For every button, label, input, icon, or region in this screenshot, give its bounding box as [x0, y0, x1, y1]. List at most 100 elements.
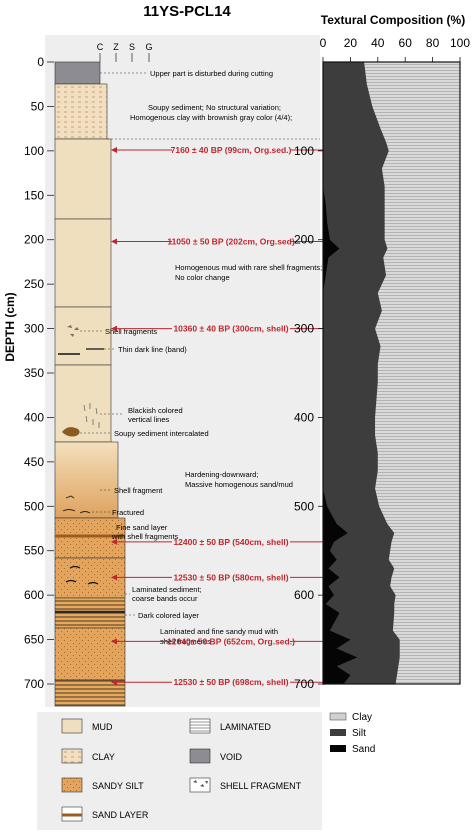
composition-areas [323, 62, 460, 684]
annotation-hardening-2: Massive homogenous sand/mud [185, 480, 293, 489]
core-tick-label: 600 [24, 588, 44, 602]
comp-y-tick-label: 300 [294, 322, 314, 336]
sandy-silt-layer-3 [54, 627, 126, 681]
grain-s: S [129, 42, 135, 52]
mud-layer-3 [54, 306, 112, 366]
core-tick-label: 450 [24, 455, 44, 469]
annotation-soupy-intercalated: Soupy sediment intercalated [114, 429, 209, 438]
core-tick-label: 700 [24, 677, 44, 691]
legend-shell-fragment-label: SHELL FRAGMENT [220, 781, 302, 791]
grain-g: G [145, 42, 152, 52]
comp-y-tick-label: 100 [294, 144, 314, 158]
legend-clay-label: Clay [352, 712, 372, 723]
core-tick-label: 200 [24, 233, 44, 247]
composition-frame [322, 61, 461, 685]
annotation-lam-sandy-2: shell fragments [160, 637, 211, 646]
depth-axis-label: DEPTH (cm) [3, 292, 17, 361]
composition-x-ticks: 0 20 40 60 80 100 [320, 36, 470, 62]
composition-legend: Clay Silt Sand [329, 712, 375, 755]
core-tick-label: 100 [24, 144, 44, 158]
legend-sandy-silt-label: SANDY SILT [92, 781, 144, 791]
age-label: 12530 ± 50 BP (580cm, shell) [173, 572, 288, 582]
annotation-shell-fragments: Shell fragments [105, 327, 157, 336]
shell-fragment-marks [67, 325, 79, 337]
sandy-silt-layer-1 [54, 517, 126, 559]
shell-fragment-icon [193, 780, 208, 787]
core-column [54, 61, 126, 707]
composition-chart: 0 20 40 60 80 100 100 200 300 400 500 600 700 [294, 36, 470, 691]
comp-y-tick-label: 600 [294, 588, 314, 602]
age-label: 12400 ± 50 BP (540cm, shell) [173, 537, 288, 547]
core-tick-label: 250 [24, 277, 44, 291]
legend-clay-pattern-label: CLAY [92, 752, 115, 762]
core-tick-label: 350 [24, 366, 44, 380]
mud-layer-2 [54, 218, 112, 308]
annotation-homog-1: Homogenous mud with rare shell fragments… [175, 263, 322, 272]
age-label: 12640± 50 BP (652cm, Org.sed.) [167, 636, 295, 646]
annotation-fine-sand-2: with shell fragments [111, 532, 179, 541]
lithology-legend: MUD LAMINATED CLAY VOID SANDY SILT SHELL… [37, 712, 322, 830]
age-label: 12530 ± 50 BP (698cm, shell) [173, 677, 288, 687]
comp-y-tick-label: 700 [294, 677, 314, 691]
void-layer [54, 61, 101, 85]
legend-laminated-label: LAMINATED [220, 722, 271, 732]
radiocarbon-ages: 7160 ± 40 BP (99cm, Org.sed.) 11050 ± 50 … [111, 145, 329, 687]
annotation-disturbed: Upper part is disturbed during cutting [150, 69, 273, 78]
core-tick-label: 50 [31, 99, 45, 113]
core-tick-label: 650 [24, 633, 44, 647]
annotation-homog-2: No color change [175, 273, 230, 282]
grain-z: Z [113, 42, 119, 52]
age-label: 10360 ± 40 BP (300cm, shell) [173, 324, 288, 334]
legend-silt-label: Silt [352, 728, 366, 739]
sandy-silt-layer-2 [54, 557, 126, 599]
annotation-blackish-2: vertical lines [128, 415, 170, 424]
grain-c: C [97, 42, 104, 52]
age-label: 7160 ± 40 BP (99cm, Org.sed.) [171, 145, 292, 155]
laminated-base-layer [54, 679, 126, 707]
legend-mud-label: MUD [92, 722, 113, 732]
core-depth-ticks: 0 50 100 150 200 250 300 350 400 450 500 550 600 650 7… [24, 55, 54, 691]
annotation-fractured: Fractured [112, 508, 144, 517]
annotation-laminated-1: Laminated sediment; [132, 585, 202, 594]
annotation-blackish-1: Blackish colored [128, 406, 183, 415]
mud-layer-1 [54, 138, 112, 220]
annotation-fine-sand-1: Fine sand layer [116, 523, 168, 532]
core-tick-label: 400 [24, 410, 44, 424]
mud-layer-4 [54, 364, 112, 443]
comp-x-tick-label: 80 [426, 36, 440, 50]
core-title: 11YS-PCL14 [143, 3, 231, 20]
annotation-dark-layer: Dark colored layer [138, 611, 199, 620]
comp-y-tick-label: 400 [294, 410, 314, 424]
annotation-soupy-2: Homogenous clay with brownish gray color… [130, 113, 292, 122]
comp-x-tick-label: 60 [399, 36, 413, 50]
graded-sandy-layer [54, 441, 119, 519]
legend-sandy-silt-swatch [61, 777, 83, 793]
comp-x-tick-label: 40 [371, 36, 385, 50]
comp-x-tick-label: 0 [320, 36, 327, 50]
legend-laminated-swatch [189, 718, 211, 734]
core-tick-label: 0 [37, 55, 44, 69]
legend-silt-swatch [330, 729, 346, 736]
vertical-lines-marks [83, 403, 100, 428]
comp-x-tick-label: 20 [344, 36, 358, 50]
composition-y-ticks: 100 200 300 400 500 600 700 [294, 144, 323, 691]
annotation-lam-sandy-1: Laminated and fine sandy mud with [160, 627, 278, 636]
comp-y-tick-label: 500 [294, 499, 314, 513]
age-label: 11050 ± 50 BP (202cm, Org.sed) [167, 236, 295, 246]
annotation-dark-line: Thin dark line (band) [118, 345, 187, 354]
clay-layer [54, 83, 108, 140]
core-tick-label: 150 [24, 188, 44, 202]
comp-y-tick-label: 200 [294, 233, 314, 247]
annotation-laminated-2: coarse bands occur [132, 594, 198, 603]
legend-sand-label: Sand [352, 744, 375, 755]
fracture-marks [62, 495, 91, 514]
legend-clay-pattern-swatch [61, 748, 83, 764]
legend-void-swatch [189, 748, 211, 764]
annotation-soupy-1: Soupy sediment; No structural variation; [148, 103, 281, 112]
legend-void-label: VOID [220, 752, 243, 762]
sand-area [323, 62, 358, 684]
legend-shell-fragment-swatch [189, 777, 211, 793]
soupy-sediment-blob [62, 427, 80, 437]
annotations: Upper part is disturbed during cutting S… [80, 69, 322, 646]
